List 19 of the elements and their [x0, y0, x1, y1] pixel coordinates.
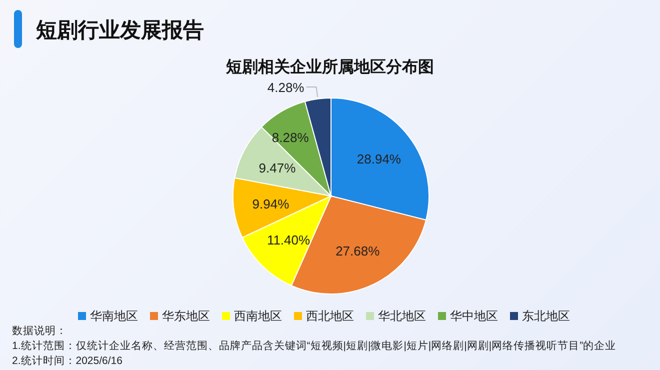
legend-label: 华北地区 — [378, 309, 426, 323]
data-label: 4.28% — [267, 80, 305, 95]
legend-label: 东北地区 — [522, 309, 570, 323]
legend-label: 西北地区 — [306, 309, 354, 323]
chart-title: 短剧行业发展报告 — [35, 19, 204, 42]
data-label: 27.68% — [336, 244, 380, 259]
legend-label: 华中地区 — [450, 309, 498, 323]
chart-subtitle: 短剧相关企业所属地区分布图 — [225, 58, 434, 76]
text: 数据说明： — [12, 325, 67, 337]
text: 1.统计范围：仅统计企业名称、经营范围、品牌产品含关键词“短视频|短剧|微电影|短片|网络剧|网剧|网络传播视听节目”的企业 — [12, 339, 616, 352]
text: 2.统计时间：2025/6/16 — [12, 354, 123, 367]
legend-label: 西南地区 — [234, 309, 282, 323]
data-label: 28.94% — [356, 152, 402, 167]
data-label: 9.94% — [252, 196, 290, 212]
data-label: 11.40% — [266, 232, 311, 248]
legend-label: 华南地区 — [90, 309, 138, 323]
data-label: 9.47% — [258, 160, 296, 176]
data-label: 8.28% — [272, 130, 310, 145]
legend-label: 华东地区 — [162, 309, 210, 323]
